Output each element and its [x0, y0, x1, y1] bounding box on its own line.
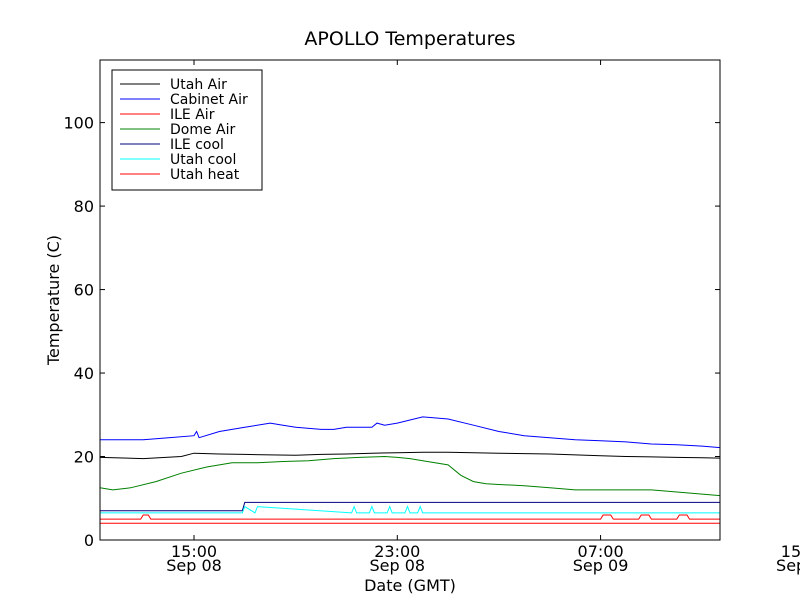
- x-tick-label-date: Sep 09: [776, 556, 800, 575]
- series-line-dome-air: [100, 455, 720, 497]
- y-axis: 0 20 40 60 80 100: [63, 114, 720, 550]
- x-tick-label-date: Sep 09: [573, 556, 629, 575]
- x-tick-label-date: Sep 08: [166, 556, 222, 575]
- x-axis-label: Date (GMT): [364, 576, 456, 595]
- legend-label-ile-cool: ILE cool: [170, 137, 224, 153]
- x-tick-label-time: 23:00: [374, 542, 420, 561]
- x-tick-label-date: Sep 08: [369, 556, 425, 575]
- y-tick-label: 20: [74, 448, 94, 467]
- series-layer: [100, 416, 720, 524]
- y-axis-label: Temperature (C): [44, 235, 63, 366]
- legend-label-cabinet-air: Cabinet Air: [170, 92, 248, 108]
- y-tick-label: 60: [74, 281, 94, 300]
- legend-label-utah-heat: Utah heat: [170, 167, 240, 183]
- series-line-utah-air: [100, 451, 720, 460]
- x-tick-label-time: 15:00: [781, 542, 800, 561]
- x-tick-label-time: 15:00: [171, 542, 217, 561]
- legend-label-utah-cool: Utah cool: [170, 152, 236, 168]
- legend-label-ile-air: ILE Air: [170, 107, 215, 123]
- y-tick-label: 80: [74, 197, 94, 216]
- chart-title: APOLLO Temperatures: [304, 28, 515, 50]
- y-tick-label: 0: [84, 531, 94, 550]
- legend-label-dome-air: Dome Air: [170, 122, 236, 138]
- series-line-cabinet-air: [100, 416, 720, 449]
- series-line-ile-cool: [100, 501, 720, 512]
- plot-frame: [99, 59, 721, 541]
- series-line-utah-heat: [100, 514, 720, 520]
- legend-box: [111, 69, 263, 191]
- legend-label-utah-air: Utah Air: [170, 77, 227, 93]
- y-tick-label: 100: [63, 114, 94, 133]
- x-tick-label-time: 07:00: [578, 542, 624, 561]
- series-line-utah-cool: [100, 505, 720, 514]
- y-tick-label: 40: [74, 364, 94, 383]
